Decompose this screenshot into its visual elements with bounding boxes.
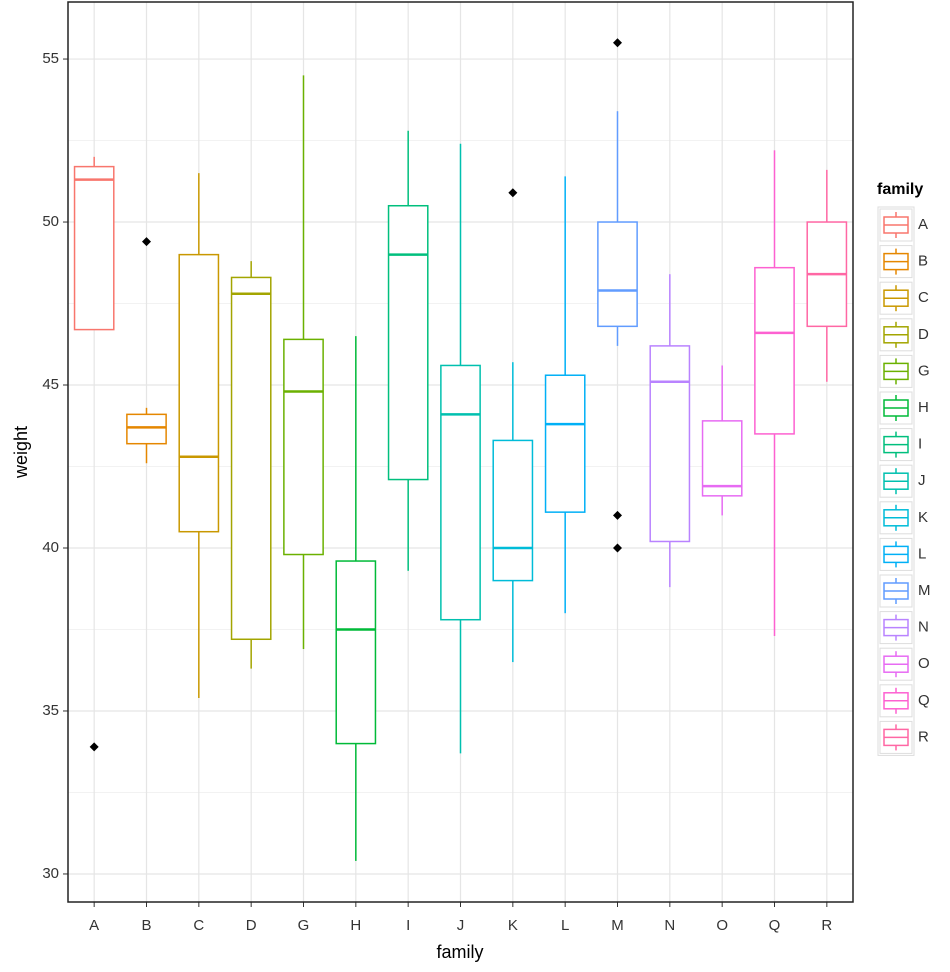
y-tick-label: 55	[42, 50, 59, 67]
outlier	[142, 237, 151, 247]
legend-title: family	[877, 181, 923, 198]
box	[649, 274, 691, 588]
box	[283, 75, 324, 650]
outlier	[89, 742, 99, 752]
legend-label: C	[918, 289, 929, 306]
x-tick-label: Q	[769, 917, 781, 934]
x-tick-label: K	[508, 917, 518, 934]
box	[440, 143, 481, 754]
box	[597, 38, 638, 553]
panel-border	[67, 1, 854, 903]
box-body	[387, 204, 429, 481]
x-tick-label: I	[406, 917, 410, 934]
legend-label: N	[918, 619, 929, 636]
y-tick-label: 30	[42, 865, 59, 882]
box-body	[597, 221, 638, 328]
box	[178, 173, 220, 698]
box-body	[230, 276, 272, 641]
box	[126, 237, 167, 464]
legend-label: L	[918, 545, 926, 562]
y-tick-label: 35	[42, 702, 59, 719]
box	[335, 336, 377, 861]
x-tick-label: A	[89, 917, 99, 934]
legend-label: R	[918, 728, 929, 745]
y-tick-label: 45	[42, 376, 59, 393]
legend-label: H	[918, 399, 929, 416]
x-tick-label: L	[561, 917, 569, 934]
outlier	[613, 543, 622, 553]
legend-label: J	[918, 472, 926, 489]
outlier	[508, 188, 518, 198]
box-body	[335, 560, 377, 745]
box	[544, 176, 586, 614]
box	[230, 261, 272, 669]
box	[492, 188, 534, 663]
box-body	[544, 374, 586, 513]
box-body	[126, 413, 167, 445]
x-tick-label: H	[350, 917, 361, 934]
y-tick-label: 50	[42, 213, 59, 230]
legend-label: M	[918, 582, 931, 599]
y-tick-label: 40	[42, 539, 59, 556]
legend-label: G	[918, 362, 930, 379]
box-body	[754, 266, 795, 435]
x-tick-label: G	[298, 917, 310, 934]
outlier	[613, 510, 622, 520]
box-body	[283, 338, 324, 556]
legend-label: Q	[918, 692, 930, 709]
x-tick-label: C	[193, 917, 204, 934]
x-tick-label: O	[716, 917, 728, 934]
box-body	[492, 439, 534, 582]
x-tick-label: N	[664, 917, 675, 934]
box	[754, 150, 795, 637]
legend-label: I	[918, 436, 922, 453]
box	[806, 169, 848, 382]
legend-label: B	[918, 253, 928, 270]
outlier	[613, 38, 622, 48]
box-body	[73, 165, 115, 331]
x-axis-title: family	[436, 942, 483, 962]
x-tick-label: B	[141, 917, 151, 934]
legend-label: A	[918, 216, 928, 233]
box	[387, 130, 429, 571]
x-tick-label: J	[457, 917, 465, 934]
box-body	[701, 420, 743, 497]
legend-label: D	[918, 326, 929, 343]
x-tick-label: D	[246, 917, 257, 934]
box-body	[178, 253, 220, 533]
box	[701, 365, 743, 516]
box-body	[649, 345, 691, 543]
legend-label: K	[918, 509, 928, 526]
x-tick-label: R	[821, 917, 832, 934]
box	[73, 156, 115, 752]
box-body	[440, 364, 481, 621]
x-tick-label: M	[611, 917, 624, 934]
legend-label: O	[918, 655, 930, 672]
y-axis-title: weight	[11, 426, 31, 479]
